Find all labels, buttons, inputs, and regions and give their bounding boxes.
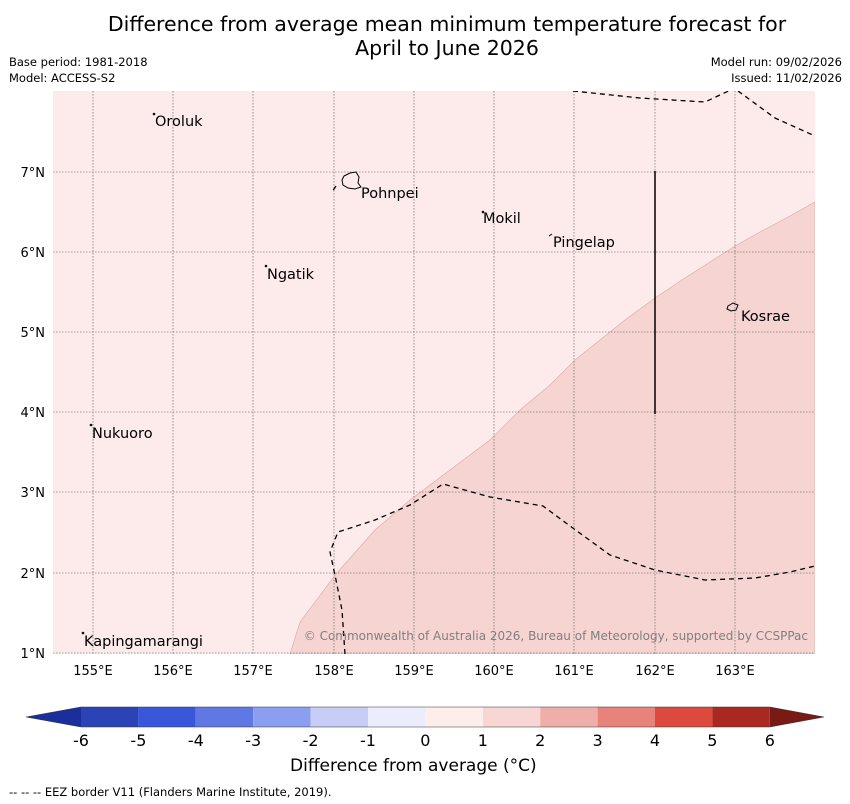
eez-border-south (329, 483, 815, 654)
colorbar-extend-low (26, 707, 81, 727)
colorbar-extend-high (769, 707, 824, 727)
place-mokil: Mokil (483, 211, 521, 227)
pohnpei-island-shape (341, 171, 362, 190)
colorbar-tick: -5 (130, 731, 146, 750)
colorbar-tick: 2 (535, 731, 545, 750)
colorbar-segment (540, 707, 598, 727)
colorbar-segment (425, 707, 483, 727)
lon-label-158: 158°E (314, 664, 354, 679)
kosrae-island-shape (726, 302, 739, 312)
colorbar-segment (195, 707, 254, 727)
lat-label-2: 2°N (21, 567, 46, 582)
colorbar-outline (25, 706, 825, 728)
lat-label-7: 7°N (21, 166, 46, 181)
eez-border-northeast (737, 91, 815, 137)
kapingamarangi-dot (81, 631, 85, 635)
lon-label-162: 162°E (635, 664, 675, 679)
model-name: Model: ACCESS-S2 (9, 71, 116, 85)
ngatik-dot (264, 264, 268, 268)
colorbar-tick: 3 (593, 731, 603, 750)
place-nukuoro: Nukuoro (92, 426, 153, 442)
map-title: Difference from average mean minimum tem… (0, 12, 850, 60)
colorbar-tick: -1 (360, 731, 376, 750)
colorbar-segment (138, 707, 196, 727)
lon-label-163: 163°E (715, 664, 755, 679)
eez-border-pohnpei-fragment (331, 185, 337, 193)
lon-label-161: 161°E (554, 664, 594, 679)
lat-label-1: 1°N (21, 647, 46, 662)
place-kosrae: Kosrae (741, 309, 790, 325)
colorbar-segment (655, 707, 713, 727)
lon-label-159: 159°E (394, 664, 434, 679)
lat-label-6: 6°N (21, 246, 46, 261)
lon-label-160: 160°E (474, 664, 514, 679)
longitude-labels: 155°E 156°E 157°E 158°E 159°E 160°E 161°… (73, 664, 755, 679)
base-period: Base period: 1981-2018 (9, 55, 148, 69)
colorbar-segment (597, 707, 655, 727)
anomaly-region-1-to-2 (289, 201, 815, 654)
latitude-labels: 7°N 6°N 5°N 4°N 3°N 2°N 1°N (21, 166, 46, 662)
eez-border-north (572, 91, 731, 103)
colorbar-segment (253, 707, 311, 727)
lon-label-155: 155°E (73, 664, 113, 679)
model-run: Model run: 09/02/2026 (710, 55, 842, 69)
lon-label-157: 157°E (233, 664, 273, 679)
colorbar: -6 -5 -4 -3 -2 -1 0 1 2 3 4 5 6 (25, 706, 825, 750)
eez-borders (329, 91, 815, 654)
colorbar-segment (81, 707, 139, 727)
eez-legend-note: -- -- -- EEZ border V11 (Flanders Marine… (9, 785, 332, 799)
colorbar-tick: 6 (765, 731, 775, 750)
colorbar-segment (368, 707, 426, 727)
place-pohnpei: Pohnpei (361, 186, 419, 202)
colorbar-tick: 5 (707, 731, 717, 750)
mokil-dot (481, 210, 485, 214)
title-line-1: Difference from average mean minimum tem… (107, 12, 787, 36)
colorbar-tick: 4 (650, 731, 660, 750)
colorbar-tick: -2 (303, 731, 319, 750)
issued-date: Issued: 11/02/2026 (731, 71, 842, 85)
nukuoro-dot (89, 423, 93, 427)
colorbar-tick: -3 (245, 731, 261, 750)
colorbar-tick: -4 (188, 731, 204, 750)
place-pingelap: Pingelap (553, 235, 615, 251)
oroluk-dot (152, 112, 156, 116)
colorbar-segment (310, 707, 368, 727)
copyright-text: © Commonwealth of Australia 2026, Bureau… (304, 629, 808, 643)
title-line-2: April to June 2026 (355, 36, 539, 60)
pingelap-dot (548, 233, 553, 237)
colorbar-segment (712, 707, 770, 727)
colorbar-tick: -6 (73, 731, 89, 750)
lat-label-3: 3°N (21, 486, 46, 501)
place-oroluk: Oroluk (155, 114, 203, 130)
colorbar-tick: 1 (478, 731, 488, 750)
colorbar-label: Difference from average (°C) (290, 756, 537, 776)
lon-label-156: 156°E (153, 664, 193, 679)
colorbar-tick: 0 (420, 731, 430, 750)
place-kapingamarangi: Kapingamarangi (84, 634, 203, 650)
place-ngatik: Ngatik (267, 267, 315, 283)
islands (81, 112, 739, 635)
map-area: Oroluk Pohnpei Mokil Pingelap Ngatik Kos… (53, 91, 815, 654)
colorbar-segment (482, 707, 541, 727)
lat-label-5: 5°N (21, 326, 46, 341)
lat-label-4: 4°N (21, 406, 46, 421)
colorbar-ticks: -6 -5 -4 -3 -2 -1 0 1 2 3 4 5 6 (73, 731, 775, 750)
